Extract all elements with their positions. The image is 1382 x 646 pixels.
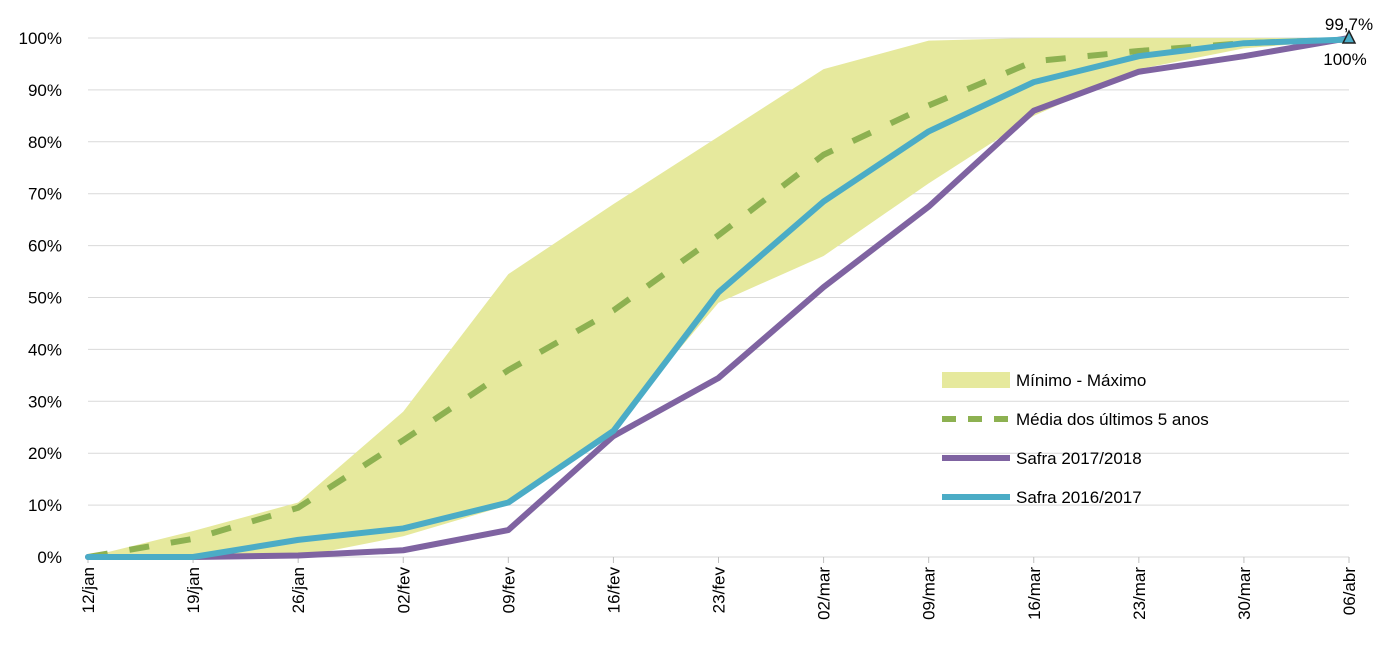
legend-label: Safra 2017/2018: [1016, 449, 1142, 468]
x-tick-label: 26/jan: [289, 567, 308, 613]
y-tick-label: 100%: [19, 29, 62, 48]
x-tick-label: 09/fev: [499, 567, 518, 614]
series-line-media-5-anos: [87, 36, 1350, 560]
y-tick-label: 30%: [28, 392, 62, 411]
y-tick-label: 40%: [28, 340, 62, 359]
legend-label: Média dos últimos 5 anos: [1016, 410, 1209, 429]
y-tick-label: 70%: [28, 185, 62, 204]
y-tick-label: 90%: [28, 81, 62, 100]
x-tick-label: 23/fev: [710, 567, 729, 614]
x-tick-label: 23/mar: [1130, 567, 1149, 620]
x-tick-label: 12/jan: [79, 567, 98, 613]
end-marker-triangle: [1341, 29, 1357, 44]
x-tick-label: 19/jan: [184, 567, 203, 613]
series-line-safra-2017-2018: [85, 35, 1352, 560]
x-tick-label: 09/mar: [920, 567, 939, 620]
series-line-safra-2016-2017: [85, 36, 1352, 560]
x-tick-label: 02/mar: [815, 567, 834, 620]
x-tick-label: 06/abr: [1340, 567, 1359, 616]
annotation-label: 100%: [1323, 50, 1366, 69]
legend-label: Safra 2016/2017: [1016, 488, 1142, 507]
x-tick-label: 30/mar: [1235, 567, 1254, 620]
legend-label: Mínimo - Máximo: [1016, 371, 1146, 390]
min-max-band-area: [88, 38, 1349, 557]
y-tick-label: 0%: [37, 548, 62, 567]
y-tick-label: 60%: [28, 237, 62, 256]
annotation-label: 99,7%: [1325, 15, 1373, 34]
x-tick-label: 16/fev: [604, 567, 623, 614]
y-tick-label: 50%: [28, 289, 62, 308]
y-tick-label: 80%: [28, 133, 62, 152]
y-tick-label: 20%: [28, 444, 62, 463]
x-tick-label: 02/fev: [394, 567, 413, 614]
y-tick-label: 10%: [28, 496, 62, 515]
x-tick-label: 16/mar: [1025, 567, 1044, 620]
legend-swatch-band: [942, 372, 1010, 388]
